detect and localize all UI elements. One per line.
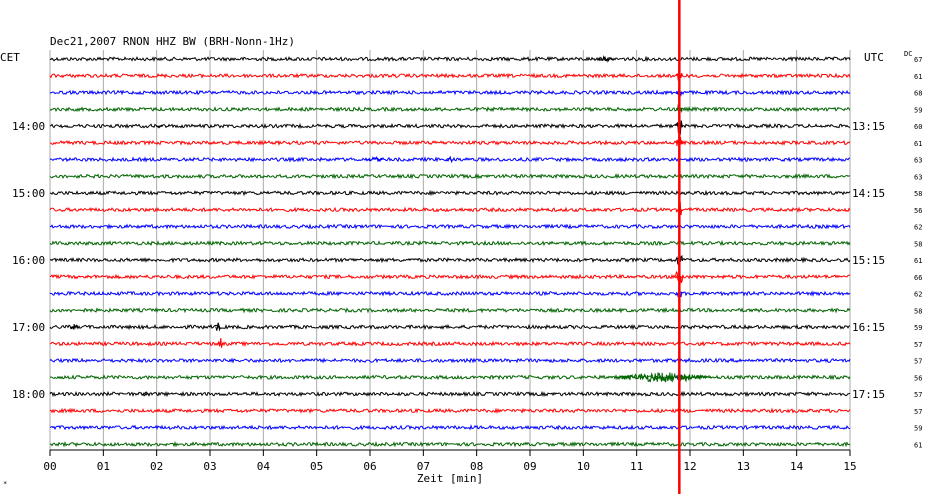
dc-value: 61 (914, 257, 922, 265)
dc-value: 57 (914, 341, 922, 349)
x-tick-label: 06 (363, 460, 376, 473)
trace-9 (49, 189, 851, 197)
x-tick-label: 10 (577, 460, 590, 473)
dc-value: 60 (914, 123, 922, 131)
chart-title: Dec21,2007 RNON HHZ BW (BRH-Nonn-1Hz) (50, 35, 295, 48)
dc-value: 58 (914, 307, 922, 315)
trace-16 (49, 307, 851, 314)
x-axis-ticks: 00 01 02 03 04 05 06 07 08 09 10 11 12 13 14 15 (43, 450, 857, 473)
left-time-label: 16:00 (12, 254, 45, 267)
trace-4 (49, 106, 851, 113)
event-burst (615, 372, 712, 383)
x-axis-label: Zeit [min] (417, 472, 483, 485)
x-tick-label: 08 (470, 460, 483, 473)
dc-value: 63 (914, 173, 922, 181)
dc-value: 62 (914, 291, 922, 299)
trace-7 (49, 156, 851, 163)
right-time-label: 14:15 (852, 187, 885, 200)
dc-value: 59 (914, 324, 922, 332)
right-time-label: 15:15 (852, 254, 885, 267)
x-tick-label: 11 (630, 460, 643, 473)
seismic-traces (49, 55, 851, 448)
trace-11 (49, 223, 851, 230)
x-tick-label: 13 (737, 460, 750, 473)
right-time-label: 17:15 (852, 388, 885, 401)
dc-value: 68 (914, 90, 922, 98)
x-tick-label: 04 (257, 460, 271, 473)
left-time-labels: 14:00 15:00 16:00 17:00 18:00 (12, 120, 45, 401)
left-time-label: 15:00 (12, 187, 45, 200)
right-time-label: 16:15 (852, 321, 885, 334)
dc-value: 57 (914, 391, 922, 399)
trace-21 (49, 390, 851, 398)
trace-23 (49, 424, 851, 431)
x-tick-label: 07 (417, 460, 430, 473)
event-burst (445, 155, 454, 164)
event-burst (367, 156, 383, 162)
x-tick-label: 09 (523, 460, 536, 473)
x-tick-label: 15 (843, 460, 856, 473)
trace-5 (49, 122, 851, 130)
dc-value: 56 (914, 207, 922, 215)
x-tick-label: 12 (683, 460, 696, 473)
x-tick-label: 01 (97, 460, 110, 473)
right-timezone-label: UTC (864, 51, 884, 64)
trace-17 (49, 323, 851, 331)
trace-13 (49, 256, 851, 264)
dc-value: 56 (914, 374, 922, 382)
x-tick-label: 14 (790, 460, 804, 473)
corner-mark: * (3, 480, 7, 488)
left-time-label: 18:00 (12, 388, 45, 401)
dc-value: 58 (914, 240, 922, 248)
event-burst (69, 324, 79, 331)
x-tick-label: 02 (150, 460, 163, 473)
trace-20 (49, 374, 851, 381)
trace-22 (49, 407, 851, 415)
trace-10 (49, 206, 851, 213)
trace-3 (49, 89, 851, 96)
dc-value: 59 (914, 106, 922, 114)
event-burst (215, 322, 221, 332)
x-tick-label: 05 (310, 460, 323, 473)
trace-19 (49, 357, 851, 364)
dc-value: 57 (914, 358, 922, 366)
trace-2 (49, 72, 851, 79)
dc-value: 61 (914, 73, 922, 81)
x-tick-label: 00 (43, 460, 56, 473)
right-time-label: 13:15 (852, 120, 885, 133)
dc-value-column: 67 61 68 59 60 61 63 63 58 56 62 58 61 66 62 58 59 57 57 56… (914, 56, 922, 449)
dc-value: 63 (914, 157, 922, 165)
dc-value: 59 (914, 425, 922, 433)
trace-15 (49, 290, 851, 297)
event-burst (141, 391, 151, 397)
trace-12 (49, 239, 851, 247)
left-time-label: 17:00 (12, 321, 45, 334)
dc-value: 61 (914, 441, 922, 449)
trace-14 (49, 273, 851, 280)
trace-18 (49, 340, 851, 348)
dc-value: 62 (914, 224, 922, 232)
event-burst (155, 124, 163, 129)
trace-6 (49, 139, 851, 146)
dc-value: 57 (914, 408, 922, 416)
event-burst (596, 54, 613, 63)
dc-value: 58 (914, 190, 922, 198)
trace-24 (49, 440, 851, 448)
left-time-label: 14:00 (12, 120, 45, 133)
left-timezone-label: CET (0, 51, 20, 64)
trace-1 (49, 55, 851, 63)
dc-value: 66 (914, 274, 922, 282)
right-time-labels: 13:15 14:15 15:15 16:15 17:15 (852, 120, 885, 401)
event-burst (217, 337, 224, 348)
dc-header-label: DC (904, 50, 912, 58)
dc-value: 61 (914, 140, 922, 148)
grid-lines (49, 50, 851, 450)
x-tick-label: 03 (203, 460, 216, 473)
dc-value: 67 (914, 56, 922, 64)
trace-8 (49, 173, 851, 180)
